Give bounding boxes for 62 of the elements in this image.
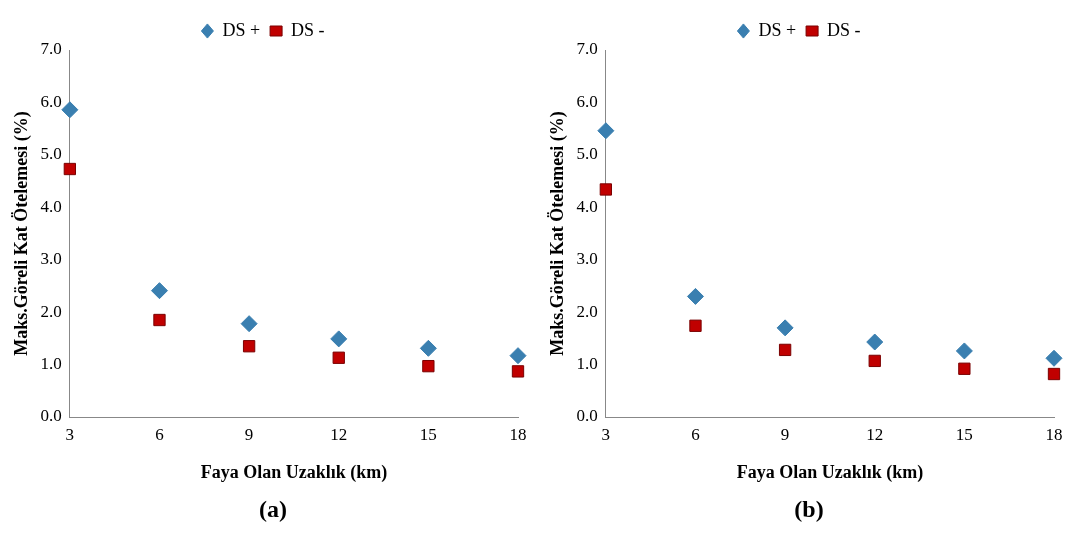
y-tick-label: 4.0 — [576, 196, 598, 216]
point — [599, 183, 613, 196]
point — [61, 101, 79, 119]
legend-label: DS - — [291, 19, 325, 40]
x-tick-label: 3 — [601, 424, 611, 444]
text: (b) — [794, 496, 824, 523]
point — [330, 330, 348, 348]
legend-label: DS - — [827, 19, 861, 40]
point — [868, 354, 881, 368]
y-axis-title: Maks.Göreli Kat Ötelemesi (%) — [11, 111, 33, 356]
y-tick-label: 0.0 — [576, 406, 598, 426]
x-tick-label: 9 — [780, 424, 790, 444]
y-tick-label: 2.0 — [40, 301, 62, 321]
point — [240, 315, 258, 333]
point — [958, 362, 971, 375]
legend-label: DS + — [758, 19, 797, 40]
x-tick-label: 3 — [65, 424, 75, 444]
y-tick-label: 3.0 — [576, 249, 598, 269]
y-tick-label: 1.0 — [576, 354, 598, 374]
point — [1047, 367, 1061, 381]
x-tick-label: 18 — [1045, 424, 1063, 444]
x-tick-label: 6 — [691, 424, 700, 444]
x-tick-label: 12 — [866, 424, 884, 444]
y-tick-label: 7.0 — [576, 39, 598, 59]
point — [150, 282, 168, 300]
y-tick-label: 0.0 — [40, 406, 62, 426]
y-axis-title: Maks.Göreli Kat Ötelemesi (%) — [547, 111, 569, 356]
y-tick-label: 2.0 — [576, 301, 598, 321]
y-tick-label: 4.0 — [40, 196, 62, 216]
point — [242, 340, 256, 353]
y-tick-label: 5.0 — [576, 144, 598, 164]
point — [511, 365, 525, 378]
x-tick-label: 6 — [155, 424, 164, 444]
point — [63, 162, 77, 176]
x-tick-label: 15 — [419, 424, 437, 444]
point — [689, 319, 702, 332]
x-tick-label: 18 — [509, 424, 527, 444]
y-tick-label: 6.0 — [40, 91, 62, 111]
point — [778, 343, 792, 357]
point — [866, 333, 884, 351]
point — [422, 359, 435, 373]
y-tick-label: 1.0 — [40, 354, 62, 374]
y-tick-label: 7.0 — [40, 39, 62, 59]
y-tick-label: 5.0 — [40, 144, 62, 164]
point — [419, 339, 437, 357]
point — [1045, 349, 1063, 367]
point — [955, 342, 973, 360]
point — [776, 319, 794, 337]
x-tick-label: 12 — [330, 424, 348, 444]
legend-label: DS + — [222, 19, 261, 40]
y-tick-label: 3.0 — [40, 249, 62, 269]
point — [597, 122, 615, 140]
point — [153, 313, 166, 327]
x-axis-title: Faya Olan Uzaklık (km) — [736, 461, 924, 483]
x-axis-title: Faya Olan Uzaklık (km) — [200, 461, 388, 483]
y-tick-label: 6.0 — [576, 91, 598, 111]
text: (a) — [259, 496, 287, 523]
point — [509, 347, 527, 365]
point — [332, 351, 345, 364]
x-tick-label: 15 — [955, 424, 973, 444]
x-tick-label: 9 — [244, 424, 254, 444]
point — [686, 287, 704, 305]
